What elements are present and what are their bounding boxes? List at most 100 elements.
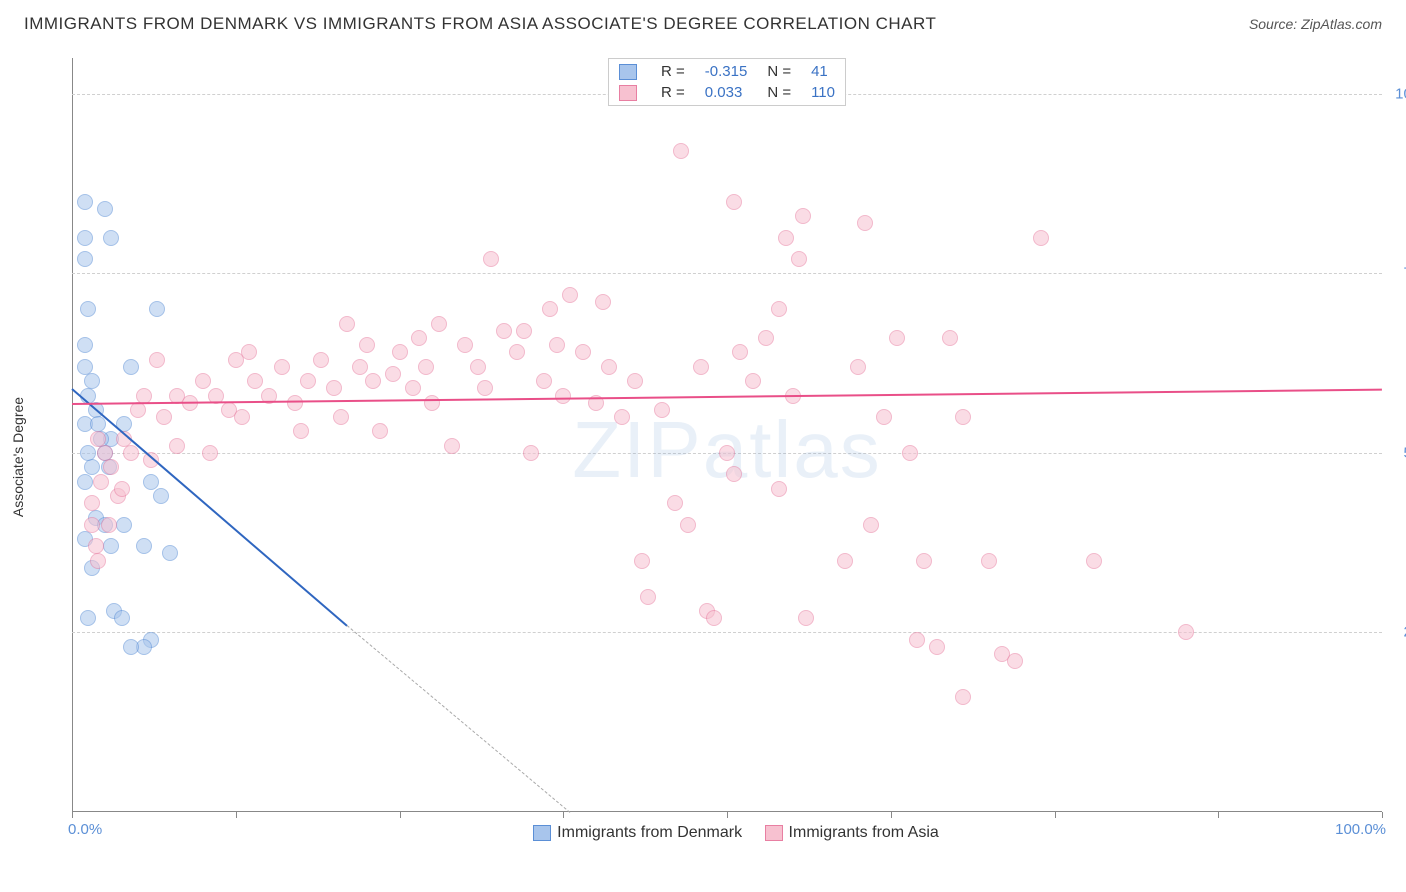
data-point: [771, 301, 787, 317]
r-label: R =: [651, 61, 695, 82]
data-point: [942, 330, 958, 346]
swatch-denmark: [533, 825, 551, 841]
data-point: [326, 380, 342, 396]
data-point: [955, 409, 971, 425]
data-point: [470, 359, 486, 375]
data-point: [758, 330, 774, 346]
r-value-denmark: -0.315: [695, 61, 758, 82]
data-point: [562, 287, 578, 303]
data-point: [153, 488, 169, 504]
data-point: [916, 553, 932, 569]
series-legend: Immigrants from Denmark Immigrants from …: [72, 824, 1382, 842]
n-label: N =: [757, 61, 801, 82]
data-point: [77, 230, 93, 246]
data-point: [313, 352, 329, 368]
data-point: [640, 589, 656, 605]
x-tick: [72, 812, 73, 818]
x-tick: [563, 812, 564, 818]
data-point: [162, 545, 178, 561]
data-point: [77, 474, 93, 490]
chart-area: Associate's Degree ZIPatlas R = -0.315 N…: [24, 46, 1382, 868]
data-point: [549, 337, 565, 353]
data-point: [385, 366, 401, 382]
data-point: [634, 553, 650, 569]
source-label: Source: ZipAtlas.com: [1249, 16, 1382, 32]
data-point: [365, 373, 381, 389]
gridline: [72, 273, 1382, 274]
data-point: [654, 402, 670, 418]
data-point: [77, 194, 93, 210]
data-point: [857, 215, 873, 231]
data-point: [555, 388, 571, 404]
x-tick: [1218, 812, 1219, 818]
data-point: [929, 639, 945, 655]
n-value-denmark: 41: [801, 61, 845, 82]
data-point: [392, 344, 408, 360]
n-label: N =: [757, 82, 801, 103]
data-point: [771, 481, 787, 497]
data-point: [80, 610, 96, 626]
data-point: [234, 409, 250, 425]
data-point: [706, 610, 722, 626]
data-point: [287, 395, 303, 411]
data-point: [667, 495, 683, 511]
data-point: [101, 517, 117, 533]
swatch-asia: [765, 825, 783, 841]
data-point: [77, 251, 93, 267]
data-point: [418, 359, 434, 375]
data-point: [726, 194, 742, 210]
data-point: [791, 251, 807, 267]
data-point: [909, 632, 925, 648]
legend-row-denmark: R = -0.315 N = 41: [609, 61, 845, 82]
data-point: [457, 337, 473, 353]
data-point: [123, 359, 139, 375]
data-point: [136, 388, 152, 404]
data-point: [339, 316, 355, 332]
swatch-asia: [619, 85, 637, 101]
data-point: [1007, 653, 1023, 669]
data-point: [333, 409, 349, 425]
data-point: [123, 639, 139, 655]
data-point: [195, 373, 211, 389]
data-point: [536, 373, 552, 389]
data-point: [614, 409, 630, 425]
chart-container: IMMIGRANTS FROM DENMARK VS IMMIGRANTS FR…: [0, 0, 1406, 892]
data-point: [902, 445, 918, 461]
data-point: [509, 344, 525, 360]
x-tick: [1055, 812, 1056, 818]
data-point: [103, 459, 119, 475]
data-point: [123, 445, 139, 461]
data-point: [595, 294, 611, 310]
data-point: [575, 344, 591, 360]
r-label: R =: [651, 82, 695, 103]
data-point: [1086, 553, 1102, 569]
y-axis-label: Associate's Degree: [10, 397, 26, 517]
data-point: [850, 359, 866, 375]
data-point: [627, 373, 643, 389]
data-point: [732, 344, 748, 360]
data-point: [680, 517, 696, 533]
data-point: [103, 230, 119, 246]
data-point: [372, 423, 388, 439]
swatch-denmark: [619, 64, 637, 80]
data-point: [300, 373, 316, 389]
data-point: [156, 409, 172, 425]
data-point: [411, 330, 427, 346]
data-point: [693, 359, 709, 375]
y-tick-label: 75.0%: [1386, 265, 1406, 282]
data-point: [84, 517, 100, 533]
data-point: [103, 538, 119, 554]
y-tick-label: 100.0%: [1386, 85, 1406, 102]
data-point: [745, 373, 761, 389]
correlation-legend: R = -0.315 N = 41 R = 0.033 N = 110: [608, 58, 846, 106]
chart-title: IMMIGRANTS FROM DENMARK VS IMMIGRANTS FR…: [24, 14, 936, 34]
data-point: [981, 553, 997, 569]
data-point: [116, 517, 132, 533]
trend-extension: [347, 625, 570, 812]
header: IMMIGRANTS FROM DENMARK VS IMMIGRANTS FR…: [0, 0, 1406, 42]
data-point: [149, 301, 165, 317]
data-point: [477, 380, 493, 396]
data-point: [673, 143, 689, 159]
data-point: [1178, 624, 1194, 640]
data-point: [542, 301, 558, 317]
